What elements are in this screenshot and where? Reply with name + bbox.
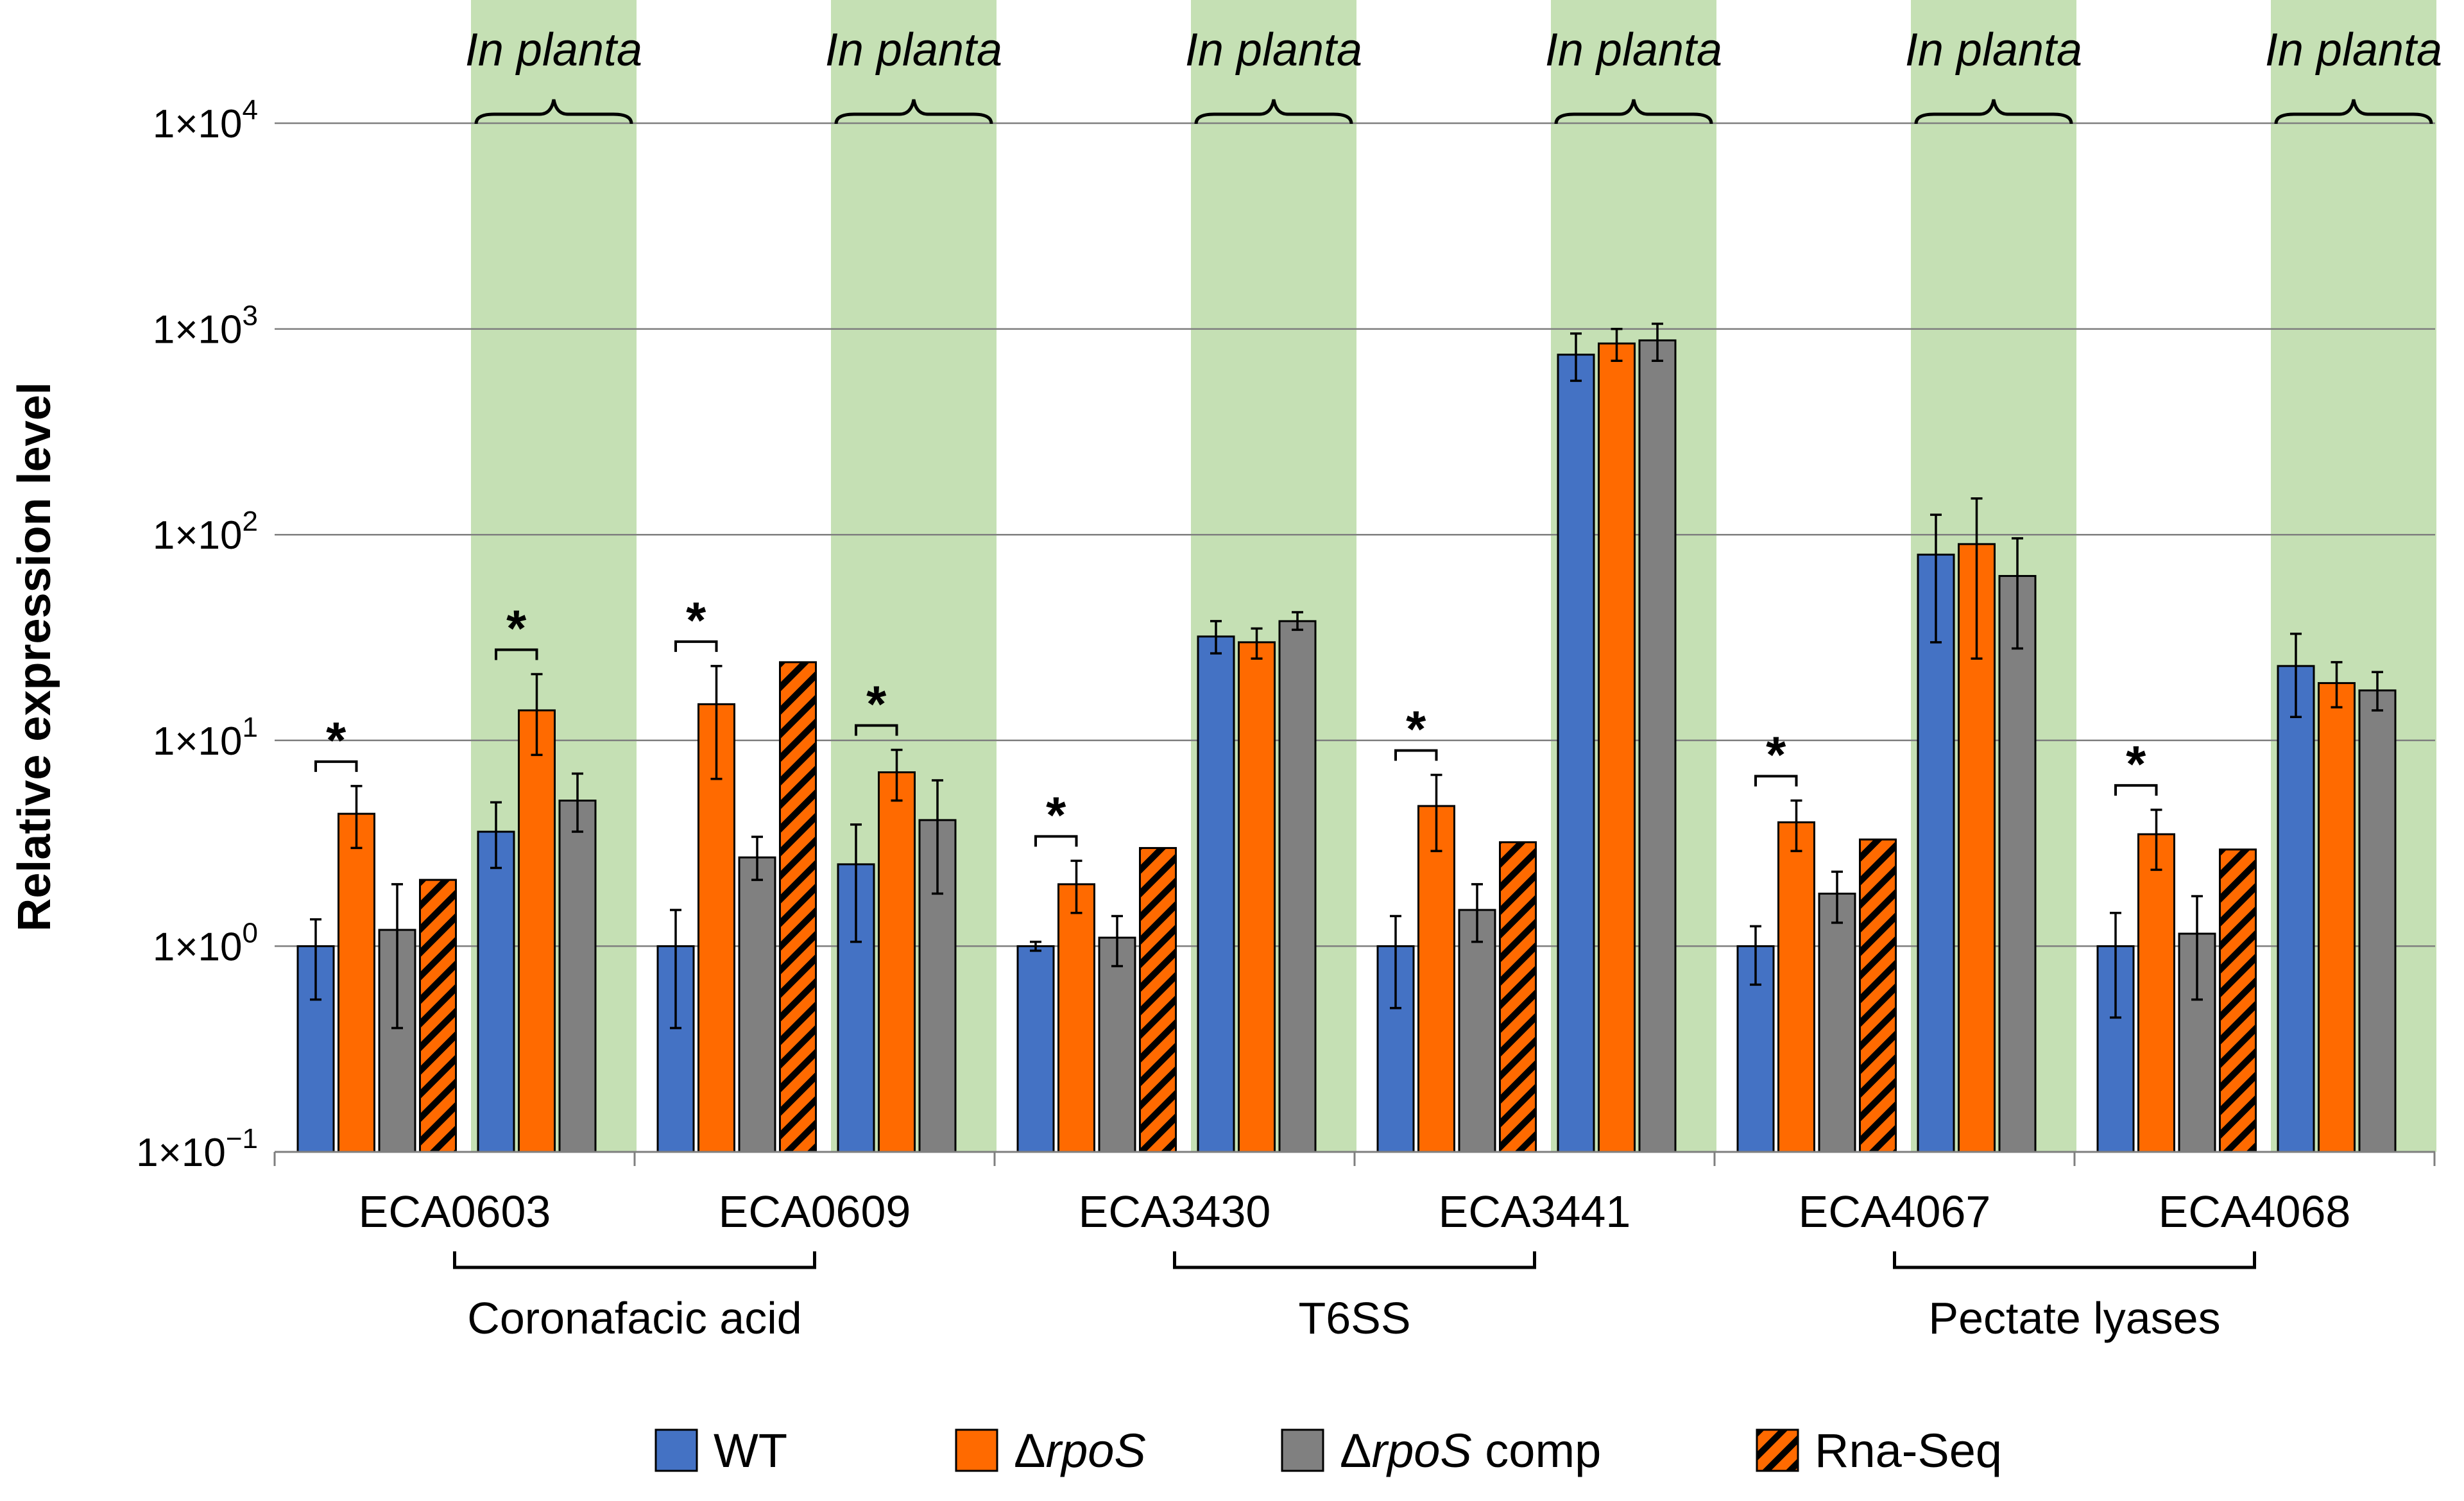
significance-bracket xyxy=(495,648,538,660)
gene-label: ECA4068 xyxy=(2159,1187,2351,1237)
legend-swatch-rpos xyxy=(955,1428,998,1472)
bar-comp xyxy=(738,856,776,1153)
in-planta-brace xyxy=(1194,99,1353,124)
bar-comp xyxy=(1638,339,1677,1153)
gene-label: ECA3441 xyxy=(1439,1187,1631,1237)
significance-bracket xyxy=(1754,775,1798,787)
significance-star: * xyxy=(1406,700,1426,757)
group-bracket xyxy=(1173,1251,1536,1269)
significance-bracket xyxy=(314,760,358,772)
y-tick-label: 1×102 xyxy=(153,506,258,558)
bar-wt xyxy=(1016,945,1055,1153)
in-planta-label: In planta xyxy=(1545,24,1722,76)
significance-bracket xyxy=(1394,749,1438,761)
y-tick-label: 1×10−1 xyxy=(136,1123,258,1175)
y-tick-label: 1×100 xyxy=(153,917,258,969)
legend-swatch-wt xyxy=(654,1428,698,1472)
bar-wt xyxy=(2277,665,2315,1153)
bar-comp xyxy=(558,800,597,1153)
significance-star: * xyxy=(1046,786,1066,843)
legend-swatch-rnaseq xyxy=(1756,1428,1799,1472)
significance-star: * xyxy=(1766,726,1786,784)
y-tick-label: 1×103 xyxy=(153,300,258,352)
bar-comp xyxy=(1098,936,1136,1153)
bar-rnaseq xyxy=(1859,838,1897,1153)
significance-bracket xyxy=(2114,784,2158,796)
axes: 1×10−1 1×100 1×101 1×102 1×103 1×104 ECA0603 EC… xyxy=(9,94,2436,1343)
bar-wt xyxy=(1917,553,1955,1153)
legend-label-rnaseq: Rna-Seq xyxy=(1815,1424,2002,1477)
bars xyxy=(296,322,2397,1153)
y-tick-label: 1×104 xyxy=(153,94,258,146)
bar-rpos xyxy=(1598,342,1636,1153)
bar-wt xyxy=(1197,635,1235,1153)
legend-label-rpos: ΔrpoS xyxy=(1014,1424,1146,1477)
y-axis-title: Relative expression level xyxy=(9,382,60,931)
bar-rpos xyxy=(518,709,556,1153)
bar-rpos xyxy=(338,812,375,1153)
in-planta-brace xyxy=(1554,99,1713,124)
bar-rnaseq xyxy=(1139,846,1177,1153)
significance-bracket xyxy=(674,640,718,652)
in-planta-brace xyxy=(2274,99,2433,124)
bar-wt xyxy=(1557,354,1595,1153)
gene-label: ECA4067 xyxy=(1799,1187,1991,1237)
legend-label-wt: WT xyxy=(714,1424,787,1477)
legend-label-comp: ΔrpoS comp xyxy=(1340,1424,1601,1477)
gene-label: ECA3430 xyxy=(1079,1187,1271,1237)
bar-rpos xyxy=(878,771,916,1153)
bar-rpos xyxy=(2318,682,2356,1153)
significance-star: * xyxy=(326,712,346,769)
bar-rnaseq xyxy=(1499,841,1537,1153)
in-planta-brace xyxy=(474,99,633,124)
bar-rnaseq xyxy=(779,661,817,1153)
group-bracket xyxy=(1893,1251,2256,1269)
bar-wt xyxy=(477,830,515,1153)
group-bracket xyxy=(453,1251,816,1269)
group-label: Pectate lyases xyxy=(1928,1293,2220,1343)
bar-rpos xyxy=(1777,821,1815,1153)
bar-rpos xyxy=(1057,883,1095,1153)
in-planta-label: In planta xyxy=(825,24,1002,76)
bar-rnaseq xyxy=(419,879,457,1153)
bar-rpos xyxy=(1417,805,1455,1153)
legend-swatch-comp xyxy=(1281,1428,1324,1472)
bar-rpos xyxy=(1238,641,1276,1153)
in-planta-label: In planta xyxy=(1905,24,2082,76)
group-label: T6SS xyxy=(1298,1293,1410,1343)
legend: WT ΔrpoS ΔrpoS comp Rna-Seq xyxy=(654,1424,2002,1477)
bar-comp xyxy=(2358,689,2397,1153)
significance-star: * xyxy=(866,675,887,732)
group-label: Coronafacic acid xyxy=(467,1293,801,1343)
gene-label: ECA0603 xyxy=(359,1187,551,1237)
gridlines xyxy=(275,122,2435,947)
bar-rnaseq xyxy=(2219,848,2257,1153)
in-planta-label: In planta xyxy=(465,24,642,76)
in-planta-label: In planta xyxy=(2265,24,2442,76)
bar-comp xyxy=(1818,893,1856,1153)
in-planta-brace xyxy=(834,99,993,124)
annotations: In planta In planta In planta In planta In p… xyxy=(314,24,2442,847)
y-tick-label: 1×101 xyxy=(153,712,258,764)
bar-comp xyxy=(1998,575,2037,1153)
in-planta-label: In planta xyxy=(1185,24,1362,76)
significance-star: * xyxy=(506,599,527,656)
significance-star: * xyxy=(686,592,706,649)
significance-bracket xyxy=(1034,835,1078,847)
significance-bracket xyxy=(855,724,898,736)
bar-comp xyxy=(1278,620,1317,1153)
bar-comp xyxy=(1458,909,1496,1153)
significance-star: * xyxy=(2126,735,2146,793)
bar-rpos xyxy=(2137,833,2175,1153)
gene-label: ECA0609 xyxy=(719,1187,911,1237)
in-planta-brace xyxy=(1914,99,2073,124)
